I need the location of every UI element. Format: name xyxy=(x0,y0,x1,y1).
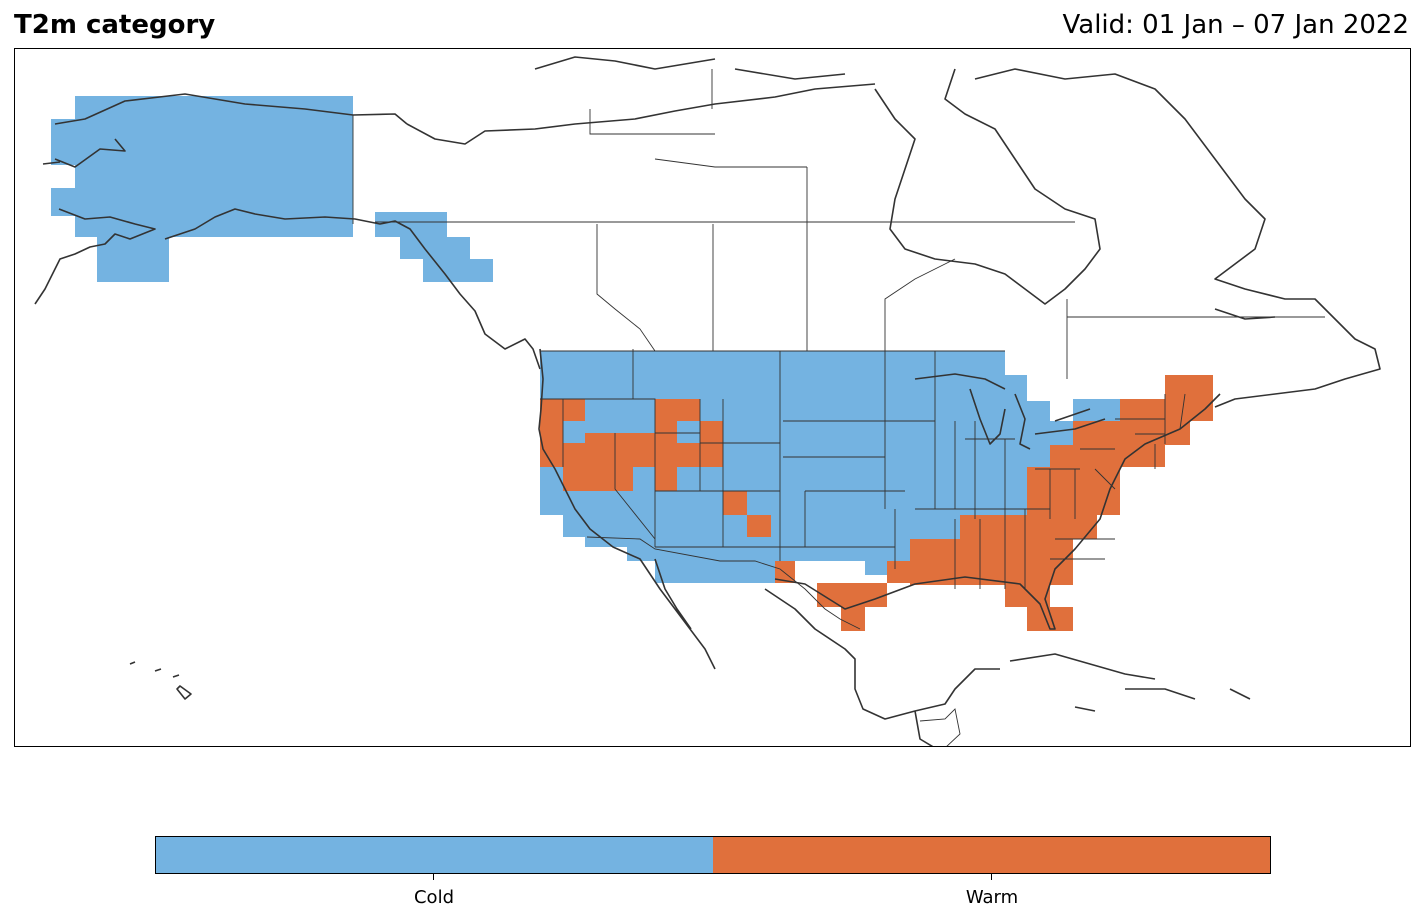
coastline-alaska xyxy=(34,93,541,370)
map-title: T2m category xyxy=(14,10,216,40)
coastline-canada-arctic xyxy=(406,56,1381,408)
map-canvas xyxy=(34,56,1381,746)
warm-region-west xyxy=(540,399,723,491)
boundary-central-america xyxy=(919,708,961,746)
coastline-hawaii xyxy=(129,661,192,700)
boundary-us-mexico xyxy=(586,536,861,630)
warm-region-nm-1 xyxy=(723,491,747,515)
boundary-canadian-provinces xyxy=(375,69,1325,379)
boundary-layer xyxy=(352,69,1325,746)
warm-region-nm-2 xyxy=(747,515,771,537)
coastline-us-west xyxy=(538,348,716,670)
coastline-gulf xyxy=(764,393,1221,746)
map-panel xyxy=(14,48,1411,747)
legend-swatch-warm xyxy=(713,837,1270,873)
legend-label-cold: Cold xyxy=(413,887,455,908)
coastline-caribbean xyxy=(1009,653,1251,712)
legend-tick-cold xyxy=(433,874,434,880)
coastline-layer xyxy=(34,56,1381,746)
legend-swatch-cold xyxy=(156,837,713,873)
cold-region-alaska-peninsula xyxy=(97,237,169,282)
legend-label-warm: Warm xyxy=(965,887,1019,908)
boundary-us-states xyxy=(540,349,1186,589)
cold-region-alaska xyxy=(51,96,353,237)
legend-colorbar xyxy=(155,836,1271,874)
cold-region-panhandle xyxy=(375,212,493,282)
legend-tick-warm xyxy=(991,874,992,880)
warm-region-texas xyxy=(775,561,910,631)
coastline-great-lakes xyxy=(914,373,1106,450)
cold-region-layer xyxy=(51,96,1120,583)
valid-date-range: Valid: 01 Jan – 07 Jan 2022 xyxy=(1062,10,1410,40)
